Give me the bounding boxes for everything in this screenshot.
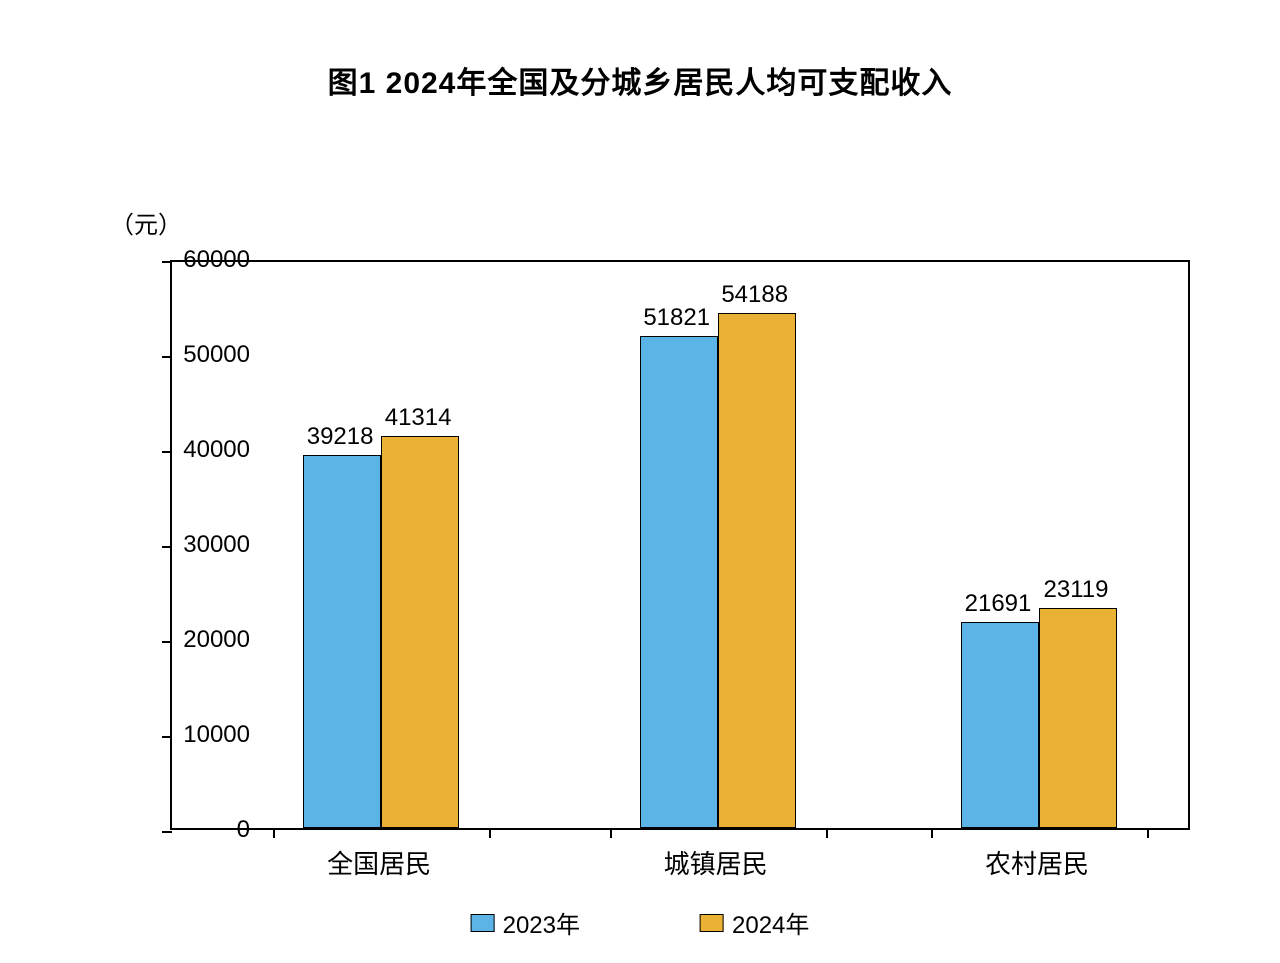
bar <box>381 436 459 828</box>
bar <box>640 336 718 828</box>
x-tick-mark <box>489 828 491 838</box>
y-tick-mark <box>162 451 172 453</box>
legend-swatch <box>700 914 724 932</box>
x-tick-mark <box>1147 828 1149 838</box>
y-axis-unit: （元） <box>110 205 182 240</box>
bar-value-label: 54188 <box>721 281 788 309</box>
bar-value-label: 23119 <box>1044 576 1109 604</box>
y-tick-mark <box>162 356 172 358</box>
y-tick-label: 0 <box>237 816 250 844</box>
y-tick-mark <box>162 546 172 548</box>
bar <box>961 622 1039 828</box>
y-tick-mark <box>162 261 172 263</box>
bar <box>1039 608 1117 828</box>
plot-area <box>170 260 1190 830</box>
legend: 2023年 2024年 <box>471 905 810 940</box>
legend-item: 2023年 <box>471 905 580 940</box>
legend-swatch <box>471 914 495 932</box>
legend-label: 2023年 <box>503 905 580 940</box>
legend-label: 2024年 <box>732 905 809 940</box>
category-label: 全国居民 <box>327 844 431 881</box>
x-tick-mark <box>273 828 275 838</box>
y-tick-label: 60000 <box>183 246 250 274</box>
y-tick-mark <box>162 831 172 833</box>
bar-value-label: 39218 <box>307 423 374 451</box>
category-label: 农村居民 <box>985 844 1089 881</box>
y-tick-mark <box>162 736 172 738</box>
category-label: 城镇居民 <box>664 844 768 881</box>
y-tick-label: 10000 <box>183 721 250 749</box>
bar-value-label: 51821 <box>643 304 710 332</box>
chart-title: 图1 2024年全国及分城乡居民人均可支配收入 <box>0 0 1280 102</box>
x-tick-mark <box>931 828 933 838</box>
bar-value-label: 41314 <box>385 404 452 432</box>
y-tick-mark <box>162 641 172 643</box>
x-tick-mark <box>826 828 828 838</box>
bar-value-label: 21691 <box>965 590 1032 618</box>
legend-item: 2024年 <box>700 905 809 940</box>
y-tick-label: 40000 <box>183 436 250 464</box>
bar <box>718 313 796 828</box>
y-tick-label: 20000 <box>183 626 250 654</box>
y-tick-label: 50000 <box>183 341 250 369</box>
y-tick-label: 30000 <box>183 531 250 559</box>
bar <box>303 455 381 828</box>
x-tick-mark <box>610 828 612 838</box>
